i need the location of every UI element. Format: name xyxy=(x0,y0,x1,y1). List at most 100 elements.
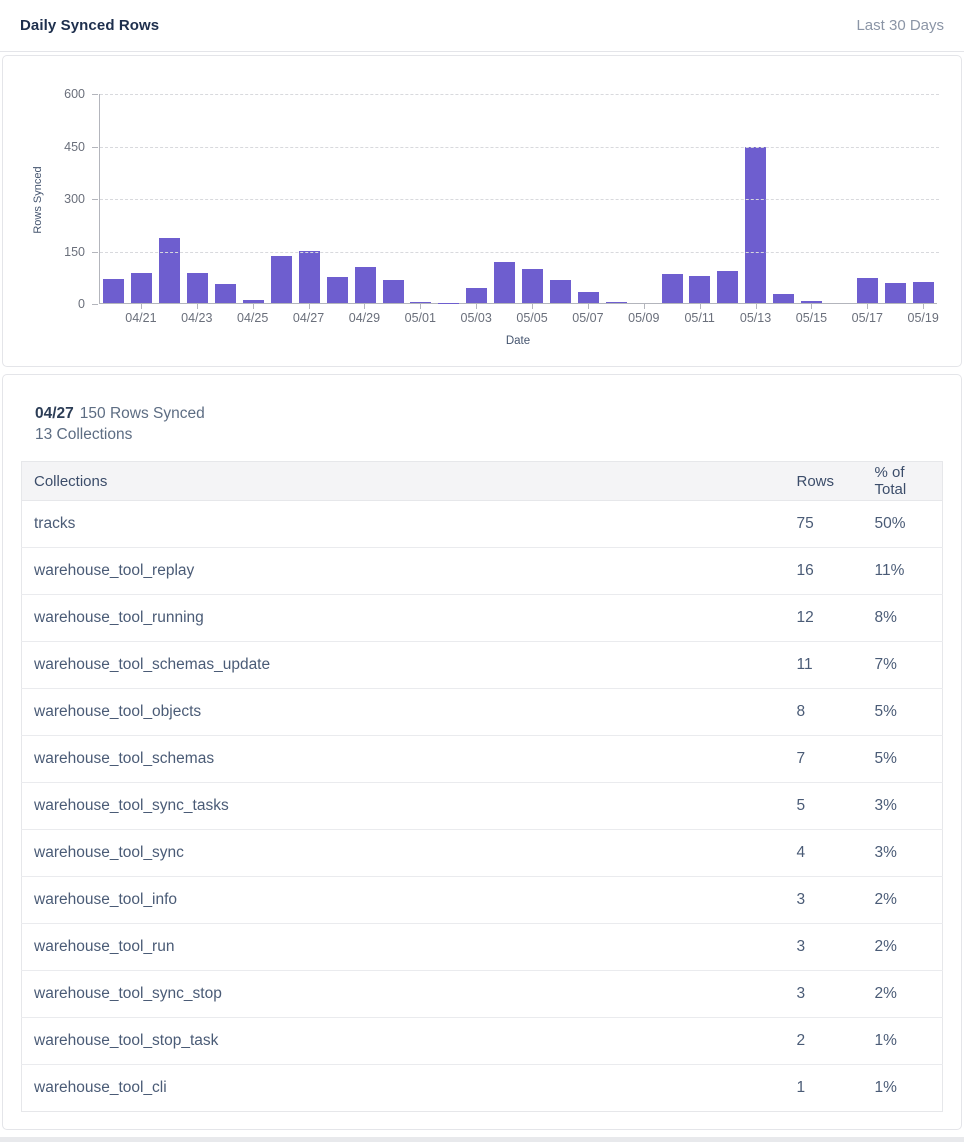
bar-slot xyxy=(295,94,323,303)
x-slot: 04/25 xyxy=(237,304,268,332)
x-tick-label: 04/29 xyxy=(348,311,381,325)
bar-04/20[interactable] xyxy=(103,278,125,303)
x-slot xyxy=(434,304,462,332)
bar-slot xyxy=(770,94,798,303)
table-row: warehouse_tool_cli 1 1% xyxy=(21,1064,943,1112)
bar-05/14[interactable] xyxy=(773,293,795,303)
bar-slot xyxy=(881,94,909,303)
x-tick-mark xyxy=(420,304,422,309)
x-tick-mark xyxy=(532,304,534,309)
bar-05/07[interactable] xyxy=(577,292,599,303)
collection-name-cell: warehouse_tool_info xyxy=(21,876,785,924)
bar-05/13[interactable] xyxy=(745,147,767,303)
x-slot xyxy=(602,304,630,332)
bar-04/24[interactable] xyxy=(215,283,237,303)
bar-04/25[interactable] xyxy=(242,299,264,303)
bar-slot xyxy=(128,94,156,303)
table-row: warehouse_tool_replay 16 11% xyxy=(21,547,943,595)
table-header-row: Collections Rows % of Total xyxy=(21,461,943,501)
x-tick-label: 05/19 xyxy=(907,311,939,325)
x-tick-label: 05/17 xyxy=(851,311,883,325)
bar-slot xyxy=(853,94,881,303)
rows-cell: 3 xyxy=(784,970,863,1018)
bar-04/30[interactable] xyxy=(382,279,404,303)
collection-name-cell: warehouse_tool_schemas xyxy=(21,735,785,783)
x-tick-mark xyxy=(364,304,366,309)
bar-05/08[interactable] xyxy=(605,301,627,303)
panel-header: Daily Synced Rows Last 30 Days xyxy=(0,0,964,52)
x-tick-label: 05/15 xyxy=(795,311,828,325)
collections-table-body: tracks 75 50% warehouse_tool_replay 16 11%war… xyxy=(21,501,943,1112)
collections-table: Collections Rows % of Total tracks 75 50% w… xyxy=(21,461,943,1112)
x-slot: 05/17 xyxy=(851,304,883,332)
bar-slot xyxy=(519,94,547,303)
y-tick-mark xyxy=(92,251,98,253)
x-tick-label: 05/07 xyxy=(572,311,604,325)
gridline xyxy=(100,94,939,95)
column-header-rows: Rows xyxy=(784,461,863,501)
x-slot xyxy=(770,304,798,332)
panel-title: Daily Synced Rows xyxy=(20,17,160,34)
x-slot: 04/27 xyxy=(293,304,324,332)
bar-05/06[interactable] xyxy=(549,279,571,303)
x-tick-mark xyxy=(196,304,198,309)
bar-04/22[interactable] xyxy=(159,238,181,303)
collection-name-cell: warehouse_tool_sync_stop xyxy=(21,970,785,1018)
gridline xyxy=(100,199,939,200)
rows-cell: 16 xyxy=(784,547,863,595)
detail-card: 04/27 150 Rows Synced 13 Collections Coll… xyxy=(2,374,962,1130)
table-row: tracks 75 50% xyxy=(22,501,943,548)
x-slot xyxy=(546,304,574,332)
bar-05/11[interactable] xyxy=(689,276,711,303)
column-header-pct-of-total: % of Total xyxy=(862,461,943,501)
bar-05/15[interactable] xyxy=(801,300,823,303)
pct-cell: 5% xyxy=(862,688,943,736)
bar-05/17[interactable] xyxy=(856,278,878,303)
chart-bars xyxy=(100,94,937,303)
collection-name-cell: warehouse_tool_run xyxy=(21,923,785,971)
bar-slot xyxy=(435,94,463,303)
bar-slot xyxy=(686,94,714,303)
x-slot xyxy=(99,304,127,332)
bar-05/10[interactable] xyxy=(661,273,683,303)
pct-cell: 2% xyxy=(862,970,943,1018)
x-tick-label: 05/01 xyxy=(404,311,436,325)
bar-04/23[interactable] xyxy=(187,273,209,303)
pct-cell: 50% xyxy=(874,515,906,532)
bar-05/19[interactable] xyxy=(912,282,934,303)
x-slot xyxy=(155,304,183,332)
x-tick-mark xyxy=(811,304,813,309)
bar-slot xyxy=(351,94,379,303)
table-row: warehouse_tool_sync_stop 3 2% xyxy=(21,970,943,1018)
bar-04/29[interactable] xyxy=(354,266,376,303)
bar-slot xyxy=(463,94,491,303)
x-tick-label: 04/21 xyxy=(125,311,157,325)
bar-slot xyxy=(240,94,268,303)
bar-05/01[interactable] xyxy=(410,302,432,303)
bar-05/05[interactable] xyxy=(522,269,544,303)
rows-cell: 2 xyxy=(784,1017,863,1065)
rows-cell: 1 xyxy=(784,1064,863,1112)
chart-plot xyxy=(99,94,939,304)
bar-05/04[interactable] xyxy=(494,261,516,303)
table-row: warehouse_tool_objects 8 5% xyxy=(21,688,943,736)
pct-cell: 1% xyxy=(862,1017,943,1065)
bar-04/27[interactable] xyxy=(298,250,320,303)
bar-slot xyxy=(156,94,184,303)
x-tick-mark xyxy=(755,304,757,309)
bar-slot xyxy=(742,94,770,303)
y-tick-label: 300 xyxy=(64,192,85,206)
bar-04/26[interactable] xyxy=(270,256,292,303)
pct-cell: 2% xyxy=(862,876,943,924)
bar-04/28[interactable] xyxy=(326,277,348,303)
x-tick-mark xyxy=(867,304,869,309)
bar-05/18[interactable] xyxy=(884,283,906,303)
next-section-edge xyxy=(0,1137,964,1142)
pct-cell: 8% xyxy=(862,594,943,642)
bar-slot xyxy=(323,94,351,303)
bar-05/12[interactable] xyxy=(717,271,739,303)
bar-04/21[interactable] xyxy=(131,273,153,303)
bar-05/03[interactable] xyxy=(466,287,488,303)
bar-slot xyxy=(714,94,742,303)
rows-cell: 4 xyxy=(784,829,863,877)
